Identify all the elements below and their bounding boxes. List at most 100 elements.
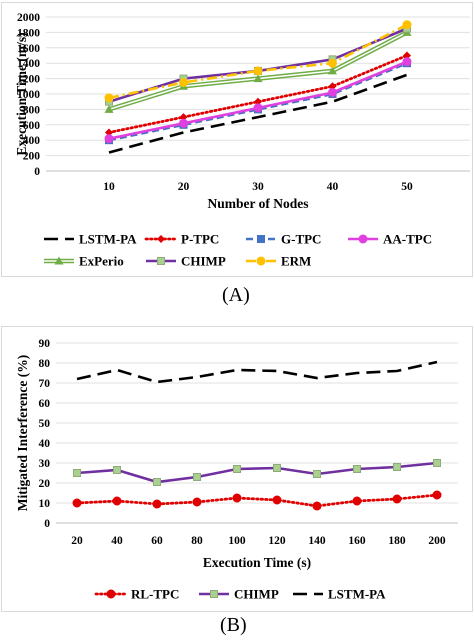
chart-a-ytick-label: 1800: [17, 27, 40, 39]
chart-b-xtick-label: 80: [191, 535, 203, 547]
chart-b-xtick-label: 180: [388, 535, 406, 547]
chart-b-series-chimp-point: [393, 463, 401, 471]
chart-b-ytick-label: 20: [39, 478, 51, 490]
chart-a-ytick-label: 800: [23, 104, 41, 116]
chart-b-xtick-label: 100: [228, 535, 246, 547]
chart-b-series-rl-tpc-point: [72, 498, 82, 508]
chart-a-legend-g-tpc-sample-marker: [257, 235, 265, 243]
chart-a-ytick-label: 1600: [17, 43, 40, 55]
chart-b-series-rl-tpc-point: [112, 496, 122, 506]
chart-b-series-chimp-point: [313, 470, 321, 478]
chart-a-legend-experio: ExPerio: [44, 254, 124, 269]
chart-b-mitigated-interference: 0 10 20 30 40 50 60 70 80 90 20 40 60 80 100 120 140 160 1…: [15, 338, 458, 602]
chart-b-series-lstm-pa-line: [76, 360, 438, 384]
chart-b-series-chimp: [73, 459, 441, 486]
chart-b-series-rl-tpc: [72, 490, 442, 511]
chart-a-legend-aa-tpc: AA-TPC: [348, 232, 432, 247]
chart-a-xtick-label: 50: [401, 181, 413, 193]
chart-a-series-p-tpc-point: [328, 82, 337, 91]
chart-a-legend-aa-tpc-sample-marker: [358, 234, 368, 244]
chart-a-legend-g-tpc-label: G-TPC: [281, 232, 321, 247]
chart-b-series-rl-tpc-point: [392, 494, 402, 504]
chart-a-xtick-label: 20: [178, 181, 190, 193]
chart-b-series-rl-tpc-point: [152, 499, 162, 509]
chart-b-series-chimp-point: [73, 469, 81, 477]
chart-a-series-p-tpc-point: [179, 113, 188, 122]
chart-a-x-axis-label: Number of Nodes: [208, 196, 309, 211]
panel-a-label: (A): [222, 284, 250, 306]
chart-a-series-erm-line: [108, 23, 408, 100]
chart-b-series-chimp-point: [153, 478, 161, 486]
chart-b-ytick-label: 90: [39, 338, 51, 350]
chart-b-ytick-label: 60: [39, 398, 51, 410]
chart-a-y-axis-label: Execution Time (m/s): [14, 32, 29, 155]
chart-a-ytick-label: 200: [23, 151, 41, 163]
chart-b-series-rl-tpc-point: [312, 501, 322, 511]
chart-a-legend-chimp-label: CHIMP: [181, 254, 226, 269]
chart-a-series-lstm-pa-line: [108, 73, 408, 154]
chart-b-xtick-label: 200: [428, 535, 446, 547]
chart-b-series-chimp-point: [353, 465, 361, 473]
chart-a-series-aa-tpc-point: [253, 103, 263, 113]
chart-b-ytick-label: 80: [39, 358, 51, 370]
panel-a-frame: [1, 2, 473, 277]
chart-a-ytick-label: 2000: [17, 12, 40, 24]
chart-a-legend-chimp-sample-marker: [157, 257, 165, 265]
chart-a-ytick-label: 1200: [17, 74, 40, 86]
chart-a-xtick-label: 30: [252, 181, 264, 193]
chart-a-xtick-label: 40: [327, 181, 339, 193]
chart-a-execution-time: 0 200 400 600 800 1000 1200 1400 1600 1800 2000 10 2…: [14, 12, 470, 269]
chart-b-ytick-label: 40: [39, 438, 51, 450]
chart-a-series-aa-tpc-point: [179, 118, 188, 128]
chart-a-legend-g-tpc: G-TPC: [246, 232, 321, 247]
chart-a-xtick-label: 10: [103, 181, 115, 193]
chart-b-series-chimp-point: [433, 459, 441, 467]
chart-b-series-chimp-point: [113, 466, 121, 474]
chart-b-series-rl-tpc-point: [232, 493, 242, 503]
chart-b-ytick-label: 50: [39, 418, 51, 430]
chart-b-ytick-label: 70: [39, 378, 51, 390]
chart-b-xtick-label: 160: [348, 535, 366, 547]
chart-b-ytick-label: 30: [39, 458, 51, 470]
chart-a-legend-erm: ERM: [246, 254, 311, 269]
panel-b-frame: [1, 326, 473, 612]
chart-b-legend-lstm-pa-label: LSTM-PA: [328, 587, 386, 602]
chart-b-legend-rl-tpc-label: RL-TPC: [131, 587, 179, 602]
chart-a-ytick-label: 600: [23, 120, 41, 132]
chart-a-legend-p-tpc: P-TPC: [144, 232, 219, 247]
chart-b-x-axis-label: Execution Time (s): [203, 555, 311, 570]
chart-a-series-aa-tpc-point: [402, 57, 412, 67]
chart-b-legend-rl-tpc: RL-TPC: [94, 587, 179, 602]
chart-a-series-aa-tpc: [104, 57, 412, 144]
chart-b-xtick-label: 60: [151, 535, 163, 547]
chart-a-legend-experio-label: ExPerio: [79, 254, 124, 269]
chart-b-series-chimp-point: [233, 465, 241, 473]
chart-a-series-g-tpc-line: [108, 61, 408, 142]
chart-a-series-aa-tpc-point: [104, 134, 114, 144]
chart-b-legend-chimp: CHIMP: [199, 587, 279, 602]
chart-a-ytick-label: 0: [34, 166, 40, 178]
chart-b-legend-lstm-pa: LSTM-PA: [293, 587, 386, 602]
chart-a-series-p-tpc-point: [254, 97, 262, 106]
chart-a-legend-chimp: CHIMP: [146, 254, 226, 269]
chart-a-series-aa-tpc-point: [328, 87, 337, 97]
chart-b-series-chimp-point: [193, 473, 201, 481]
chart-b-ytick-label: 0: [44, 518, 50, 530]
chart-a-series-erm-point: [104, 93, 114, 103]
chart-b-y-axis-label: Mitigated Interference (%): [15, 355, 30, 511]
chart-a-series-erm-point: [402, 20, 412, 30]
chart-a-series-experio-point: [328, 66, 337, 75]
chart-a-series-experio-point: [104, 104, 114, 113]
chart-a-series-experio: [104, 27, 412, 113]
chart-a-series-p-tpc-point: [403, 51, 411, 60]
chart-b-series-lstm-pa: [76, 360, 438, 384]
chart-a-series-lstm-pa: [108, 73, 408, 154]
chart-a-series-p-tpc-point: [105, 128, 113, 137]
chart-a-legend-erm-sample-marker: [256, 256, 266, 266]
chart-b-series-rl-tpc-point: [272, 495, 282, 505]
chart-b-series-rl-tpc-point: [352, 496, 362, 506]
chart-b-series-rl-tpc-point: [432, 490, 442, 500]
chart-b-series-rl-tpc-point: [192, 497, 202, 507]
chart-b-xtick-label: 20: [71, 535, 83, 547]
